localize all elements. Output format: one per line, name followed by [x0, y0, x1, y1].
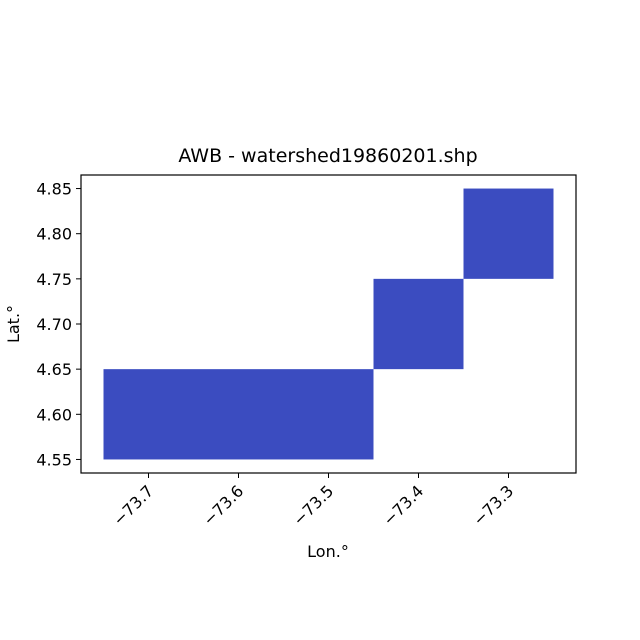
chart-title: AWB - watershed19860201.shp: [178, 145, 477, 167]
y-tick-label: 4.55: [36, 450, 72, 469]
data-cell-1: [373, 278, 464, 370]
x-axis-label: Lon.°: [307, 542, 349, 561]
y-tick-label: 4.80: [36, 225, 72, 244]
x-axis-ticks: −73.7 −73.6 −73.5 −73.4 −73.3: [109, 473, 517, 529]
x-tick-label: −73.7: [109, 481, 157, 529]
y-axis-ticks: 4.55 4.60 4.65 4.70 4.75 4.80 4.85: [36, 180, 81, 469]
data-cells: [103, 188, 554, 460]
x-tick-label: −73.3: [469, 481, 517, 529]
data-cell-0: [103, 369, 374, 460]
y-tick-label: 4.75: [36, 270, 72, 289]
y-tick-label: 4.65: [36, 360, 72, 379]
y-tick-label: 4.60: [36, 405, 72, 424]
x-tick-label: −73.5: [289, 481, 337, 529]
data-cell-2: [463, 188, 554, 279]
y-tick-label: 4.85: [36, 180, 72, 199]
y-axis-label: Lat.°: [4, 305, 23, 343]
x-tick-label: −73.4: [379, 481, 427, 529]
y-tick-label: 4.70: [36, 315, 72, 334]
x-tick-label: −73.6: [199, 481, 247, 529]
